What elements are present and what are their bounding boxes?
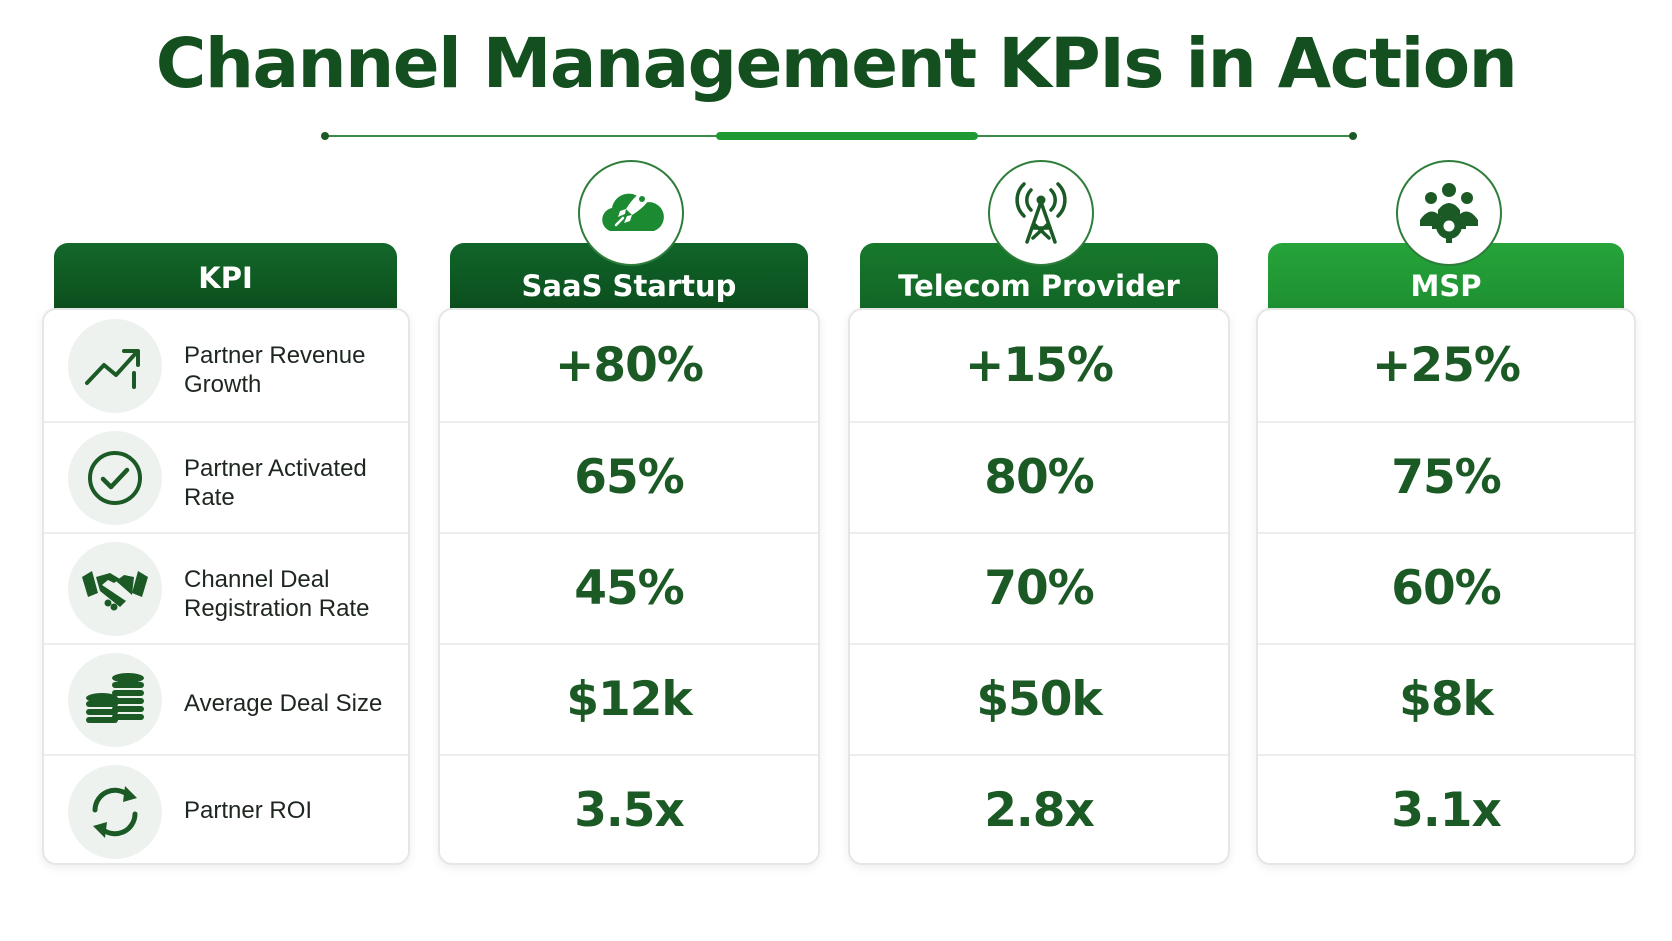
kpi-label-line: Partner Revenue [184, 342, 366, 369]
kpi-row: Channel Deal Registration Rate [44, 532, 408, 643]
kpi-label-line: Average Deal Size [184, 690, 383, 717]
value-cell: 60% [1391, 561, 1502, 616]
cycle-arrows-icon [68, 765, 162, 859]
value-cell: +25% [1372, 338, 1521, 393]
value-row: $50k [850, 643, 1228, 754]
msp-card: +25% 75% 60% $8k 3.1x [1256, 308, 1636, 865]
value-cell: $8k [1399, 672, 1494, 727]
check-circle-icon [68, 431, 162, 525]
page-title: Channel Management KPIs in Action [155, 24, 1518, 104]
value-cell: 80% [984, 450, 1095, 505]
kpi-row: Partner ROI [44, 754, 408, 863]
kpi-label-line: Growth [184, 371, 262, 398]
value-row: 80% [850, 421, 1228, 532]
msp-header-label: MSP [1410, 269, 1482, 303]
kpi-row: Partner Revenue Growth [44, 310, 408, 421]
kpi-row: Partner Activated Rate [44, 421, 408, 532]
value-cell: +15% [965, 338, 1114, 393]
kpi-label-line: Partner ROI [184, 797, 313, 824]
trending-up-icon [68, 319, 162, 413]
saas-header-label: SaaS Startup [521, 269, 737, 303]
value-row: 3.5x [440, 754, 818, 863]
value-cell: $50k [976, 672, 1102, 727]
value-row: +15% [850, 310, 1228, 421]
kpi-label-line: Partner Activated [184, 455, 367, 482]
value-row: 2.8x [850, 754, 1228, 863]
value-row: $12k [440, 643, 818, 754]
team-gear-icon [1396, 160, 1502, 266]
value-row: 65% [440, 421, 818, 532]
kpi-label-line: Channel Deal [184, 566, 330, 593]
coin-stack-icon [68, 653, 162, 747]
kpi-header-label: KPI [198, 261, 253, 295]
value-cell: 70% [984, 561, 1095, 616]
value-cell: 75% [1391, 450, 1502, 505]
value-row: 45% [440, 532, 818, 643]
kpi-column-header: KPI [54, 243, 397, 313]
kpi-label-line: Registration Rate [184, 595, 370, 622]
value-row: 60% [1258, 532, 1634, 643]
value-cell: 45% [574, 561, 685, 616]
cell-tower-icon [988, 160, 1094, 266]
value-cell: 65% [574, 450, 685, 505]
value-cell: 2.8x [984, 783, 1095, 838]
telecom-card: +15% 80% 70% $50k 2.8x [848, 308, 1230, 865]
value-row: $8k [1258, 643, 1634, 754]
value-row: 75% [1258, 421, 1634, 532]
value-cell: $12k [566, 672, 692, 727]
value-row: 70% [850, 532, 1228, 643]
kpi-card: Partner Revenue Growth Partner Activated… [42, 308, 410, 865]
saas-card: +80% 65% 45% $12k 3.5x [438, 308, 820, 865]
value-row: +80% [440, 310, 818, 421]
kpi-label-line: Rate [184, 484, 235, 511]
value-cell: +80% [555, 338, 704, 393]
value-row: +25% [1258, 310, 1634, 421]
value-row: 3.1x [1258, 754, 1634, 863]
rocket-cloud-icon [578, 160, 684, 266]
kpi-row: Average Deal Size [44, 643, 408, 754]
telecom-header-label: Telecom Provider [898, 269, 1180, 303]
handshake-icon [68, 542, 162, 636]
value-cell: 3.1x [1391, 783, 1502, 838]
value-cell: 3.5x [574, 783, 685, 838]
